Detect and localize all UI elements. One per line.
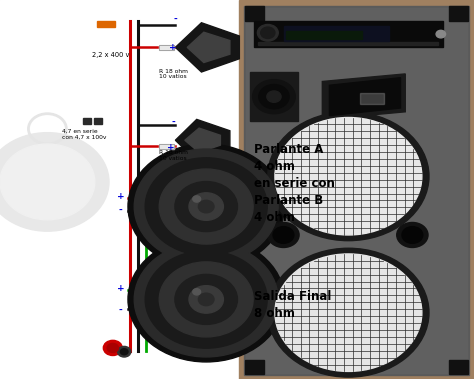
Circle shape	[128, 144, 284, 269]
Circle shape	[253, 80, 295, 114]
Circle shape	[268, 112, 429, 241]
Circle shape	[193, 196, 201, 202]
Text: R 18 ohm
10 vatios: R 18 ohm 10 vatios	[159, 69, 188, 79]
Polygon shape	[329, 78, 401, 116]
Bar	[245, 360, 264, 374]
Circle shape	[134, 242, 278, 357]
Bar	[244, 6, 469, 375]
Text: -: -	[171, 117, 175, 127]
Circle shape	[268, 248, 429, 377]
Circle shape	[273, 227, 294, 243]
Bar	[360, 93, 384, 104]
Polygon shape	[322, 74, 405, 119]
Circle shape	[275, 254, 422, 371]
Text: R 18 ohm
10 vatios: R 18 ohm 10 vatios	[159, 150, 188, 161]
Polygon shape	[175, 23, 239, 72]
Circle shape	[103, 340, 122, 356]
Polygon shape	[187, 32, 230, 63]
Bar	[245, 6, 264, 21]
Bar	[250, 72, 298, 121]
Bar	[159, 144, 174, 149]
Text: -: -	[173, 15, 177, 24]
Bar	[246, 8, 467, 373]
Circle shape	[159, 169, 253, 244]
Text: +: +	[117, 284, 125, 293]
Text: 4,7 en serie
con 4,7 x 100v: 4,7 en serie con 4,7 x 100v	[62, 129, 106, 140]
Circle shape	[189, 193, 223, 220]
Polygon shape	[175, 119, 230, 161]
Circle shape	[145, 158, 267, 255]
Circle shape	[128, 237, 284, 362]
Text: Parlante A
4 ohm
en serie con
Parlante B
4 ohm: Parlante A 4 ohm en serie con Parlante B…	[254, 143, 335, 224]
Text: 2,2 x 400 v: 2,2 x 400 v	[92, 52, 130, 58]
Circle shape	[267, 91, 281, 102]
Bar	[239, 0, 474, 379]
Bar	[83, 118, 91, 124]
Text: -: -	[119, 206, 123, 215]
Circle shape	[107, 343, 118, 352]
Text: -: -	[119, 305, 123, 315]
Circle shape	[402, 227, 423, 243]
Circle shape	[120, 349, 128, 355]
Circle shape	[275, 117, 422, 235]
Circle shape	[268, 222, 299, 247]
Circle shape	[134, 149, 278, 264]
Circle shape	[175, 182, 237, 232]
Circle shape	[261, 27, 275, 39]
Bar	[97, 21, 115, 27]
Bar	[159, 144, 174, 149]
Text: Salida Final
8 ohm: Salida Final 8 ohm	[254, 290, 331, 320]
Bar	[284, 26, 389, 41]
Text: +: +	[167, 143, 174, 152]
Bar	[449, 6, 468, 21]
Bar	[254, 21, 443, 47]
Circle shape	[175, 274, 237, 324]
Bar	[159, 45, 174, 50]
Circle shape	[193, 289, 201, 295]
Circle shape	[198, 293, 214, 305]
Text: +: +	[169, 43, 177, 52]
Circle shape	[189, 286, 223, 313]
Circle shape	[145, 251, 267, 348]
Circle shape	[159, 262, 253, 337]
Circle shape	[0, 144, 95, 220]
Bar	[94, 118, 102, 124]
Polygon shape	[185, 128, 220, 152]
Circle shape	[436, 30, 446, 38]
Circle shape	[397, 222, 428, 247]
Bar	[449, 360, 468, 374]
Circle shape	[118, 346, 131, 357]
Bar	[258, 42, 438, 45]
Circle shape	[259, 85, 289, 109]
Bar	[0, 0, 244, 379]
Circle shape	[0, 133, 109, 231]
Bar	[286, 31, 362, 39]
Circle shape	[198, 200, 214, 213]
Bar	[159, 45, 174, 50]
Text: +: +	[117, 192, 125, 201]
Circle shape	[257, 24, 278, 41]
